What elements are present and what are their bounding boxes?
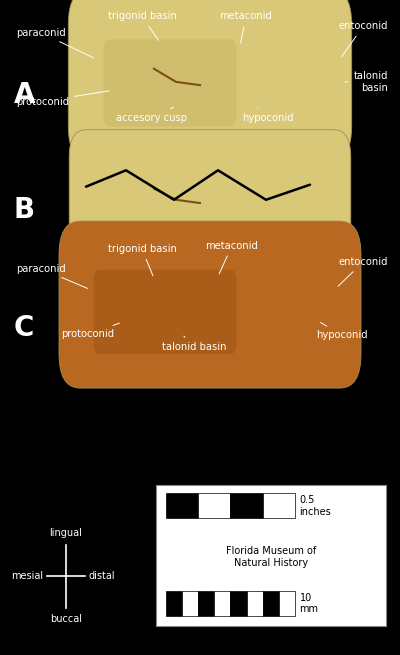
Text: protoconid: protoconid: [16, 91, 109, 107]
Text: distal: distal: [88, 571, 115, 582]
Text: trigonid basin: trigonid basin: [108, 11, 176, 41]
Bar: [166, 493, 198, 519]
Text: B: B: [14, 196, 35, 223]
Text: hypoconid: hypoconid: [242, 108, 294, 123]
Text: buccal: buccal: [50, 614, 82, 624]
Bar: [182, 591, 198, 616]
Text: paraconid: paraconid: [16, 28, 94, 58]
Text: hypoconid: hypoconid: [316, 322, 368, 341]
Bar: [198, 493, 230, 519]
Bar: [156, 485, 386, 626]
Text: lingual: lingual: [50, 529, 82, 538]
Text: 0.5
inches: 0.5 inches: [300, 495, 331, 517]
Text: Florida Museum of
Natural History: Florida Museum of Natural History: [226, 546, 316, 568]
Bar: [263, 591, 279, 616]
Text: accesory cusp: accesory cusp: [116, 107, 188, 123]
Text: 10
mm: 10 mm: [300, 593, 319, 614]
Bar: [166, 591, 182, 616]
Text: talonid
basin: talonid basin: [345, 71, 388, 92]
Text: metaconid: metaconid: [220, 11, 272, 43]
Text: C: C: [14, 314, 34, 341]
Text: paraconid: paraconid: [16, 263, 88, 288]
Text: protoconid: protoconid: [62, 323, 119, 339]
Bar: [230, 493, 263, 519]
Text: entoconid: entoconid: [338, 21, 388, 57]
Bar: [230, 591, 246, 616]
Bar: [198, 591, 214, 616]
FancyBboxPatch shape: [69, 130, 351, 263]
Bar: [246, 591, 263, 616]
Text: talonid basin: talonid basin: [162, 336, 226, 352]
Text: trigonid basin: trigonid basin: [108, 244, 176, 276]
Text: A: A: [14, 81, 36, 109]
Text: metaconid: metaconid: [206, 240, 258, 274]
Text: entoconid: entoconid: [338, 257, 388, 286]
FancyBboxPatch shape: [68, 0, 352, 162]
Bar: [263, 493, 295, 519]
FancyBboxPatch shape: [104, 39, 236, 126]
Text: mesial: mesial: [12, 571, 44, 582]
Bar: [214, 591, 230, 616]
Bar: [279, 591, 295, 616]
FancyBboxPatch shape: [94, 270, 236, 354]
FancyBboxPatch shape: [59, 221, 361, 388]
